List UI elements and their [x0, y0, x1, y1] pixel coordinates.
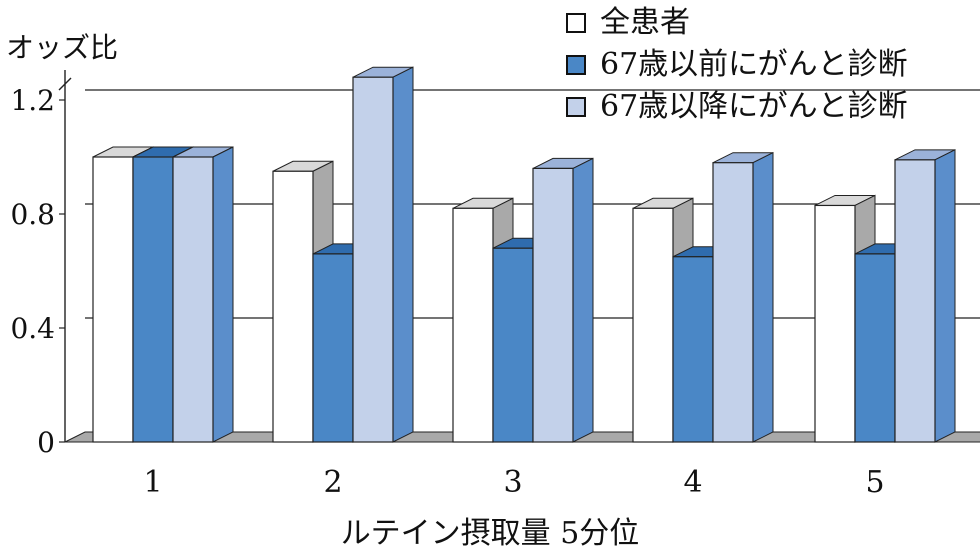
y-axis-break-mark [58, 77, 72, 91]
x-axis-label: ルテイン摂取量 5分位 [340, 516, 640, 551]
bar-side-g5-s3 [934, 149, 956, 443]
bar-g5-s3 [894, 159, 936, 443]
bar-side-g4-s3 [752, 151, 774, 443]
x-tick-label-4: 4 [683, 465, 702, 500]
x-tick-label-3: 3 [503, 465, 522, 500]
bar-g3-s3 [532, 167, 574, 443]
bar-g5-s2 [854, 253, 896, 443]
bar-g4-s1 [632, 207, 674, 443]
legend-swatch-before-67 [566, 55, 586, 75]
bar-g4-s2 [672, 256, 714, 443]
bar-side-g2-s3 [392, 66, 414, 443]
x-tick-label-5: 5 [865, 465, 884, 500]
x-ticks: 1 2 3 4 5 [143, 465, 884, 500]
bars [92, 66, 956, 443]
legend-swatch-after-67 [566, 97, 586, 117]
bar-g1-s3 [172, 156, 214, 443]
bar-g3-s2 [492, 247, 534, 443]
bar-g2-s3 [352, 76, 394, 443]
legend: 全患者 67歳以前にがんと診断 67歳以降にがんと診断 [566, 2, 908, 128]
bar-g1-s1 [92, 156, 134, 443]
legend-item-all-patients: 全患者 [566, 2, 908, 44]
y-tick-label-0: 0 [37, 426, 55, 459]
y-tick-label-1: 0.4 [10, 312, 55, 345]
x-tick-label-2: 2 [323, 465, 342, 500]
bar-g2-s2 [312, 253, 354, 443]
legend-label-before-67: 67歳以前にがんと診断 [600, 47, 908, 82]
x-tick-label-1: 1 [143, 465, 162, 500]
bar-g1-s2 [132, 156, 174, 443]
y-axis-label: オッズ比 [6, 31, 119, 64]
y-axis: 0 0.4 0.8 1.2 [10, 70, 72, 459]
legend-swatch-all-patients [566, 13, 586, 33]
bar-g5-s1 [814, 204, 856, 443]
legend-label-all-patients: 全患者 [600, 5, 690, 40]
bar-side-g3-s3 [572, 157, 594, 443]
legend-item-before-67: 67歳以前にがんと診断 [566, 44, 908, 86]
y-tick-label-3: 1.2 [10, 84, 55, 117]
y-tick-label-2: 0.8 [10, 198, 55, 231]
bar-g2-s1 [272, 170, 314, 443]
legend-item-after-67: 67歳以降にがんと診断 [566, 86, 908, 128]
legend-label-after-67: 67歳以降にがんと診断 [600, 89, 908, 124]
bar-g4-s3 [712, 162, 754, 443]
bar-side-g1-s3 [212, 146, 234, 443]
bar-g3-s1 [452, 207, 494, 443]
